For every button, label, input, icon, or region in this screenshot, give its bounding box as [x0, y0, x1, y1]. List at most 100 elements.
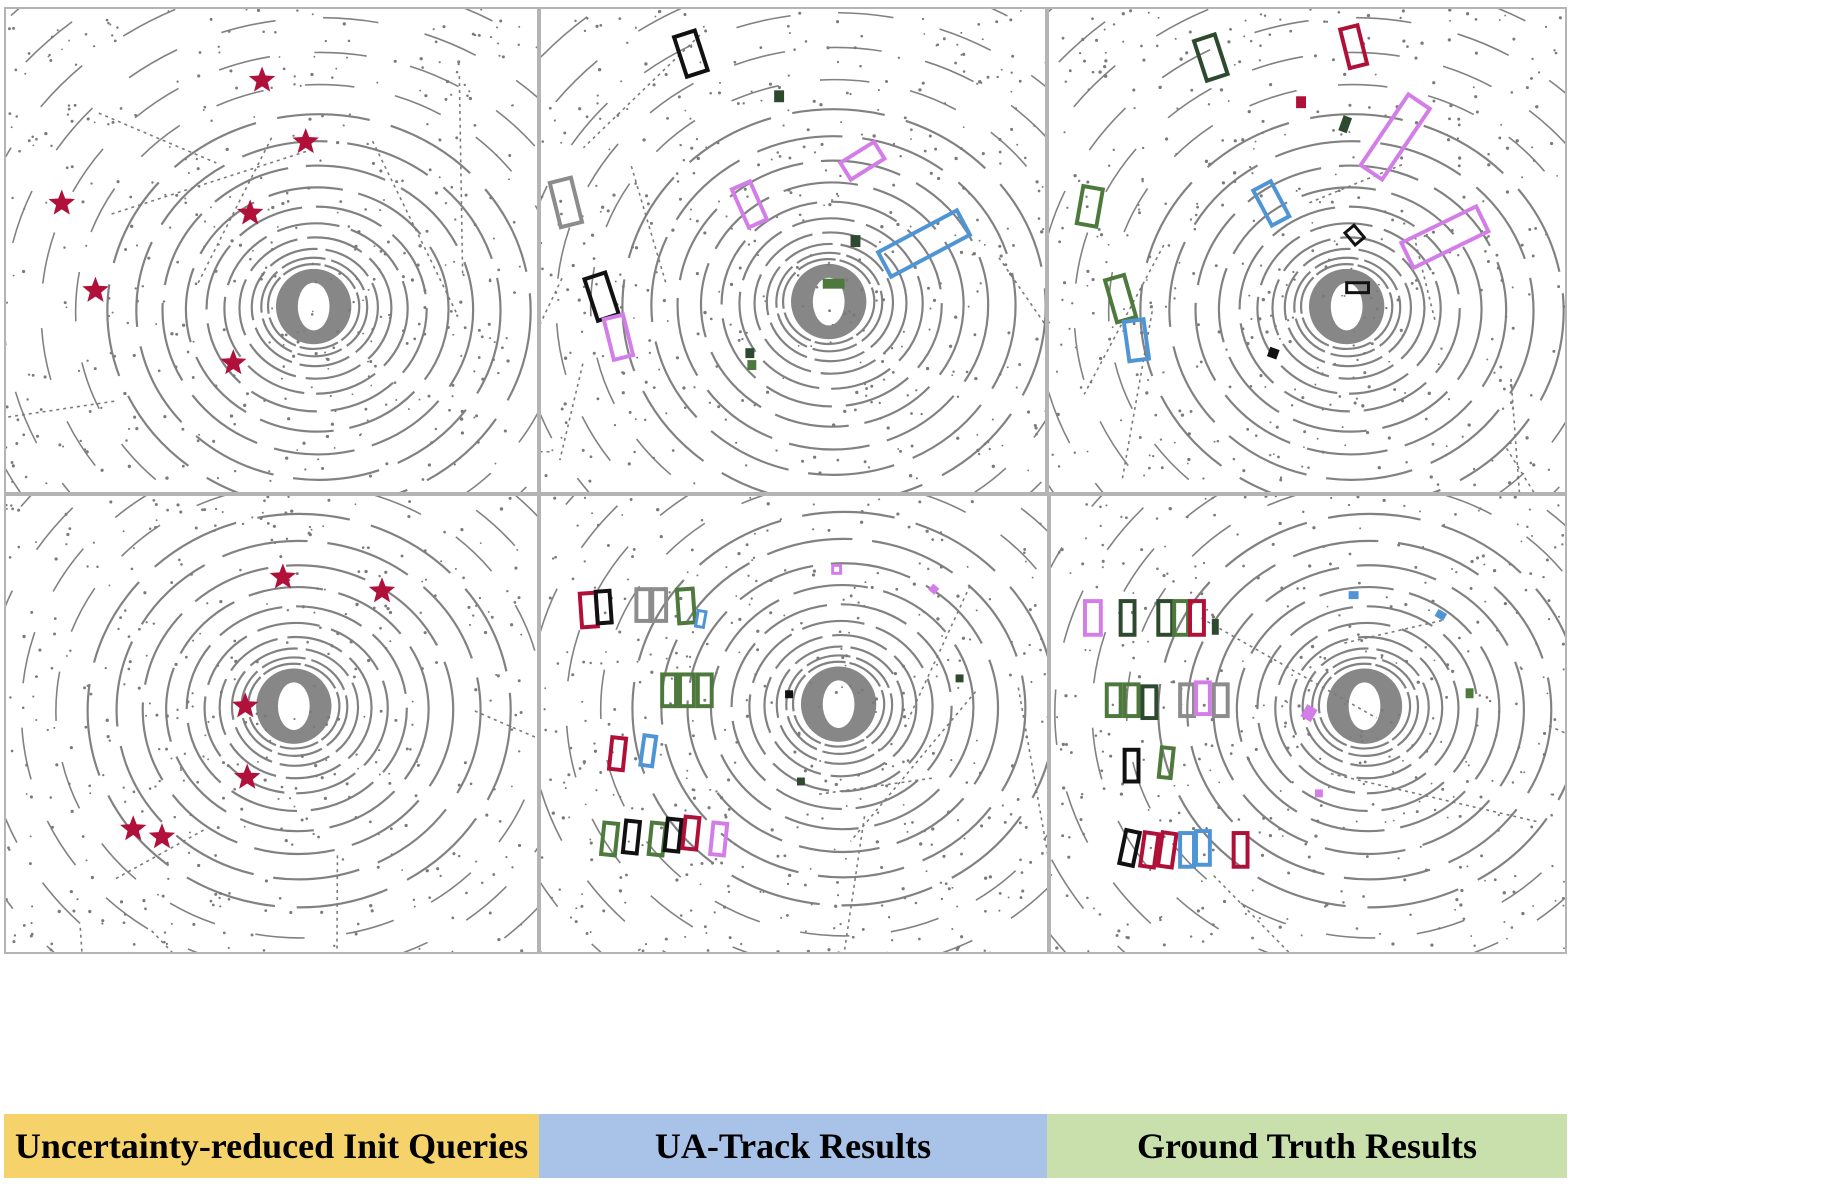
gt-box-darkgreen: [1140, 684, 1159, 721]
init-query-stars: [120, 563, 396, 849]
init-query-star: [120, 815, 147, 841]
gt-box-black: [1342, 223, 1367, 248]
track-box-violet: [601, 312, 636, 363]
init-query-star: [232, 692, 259, 718]
track-box-green: [822, 278, 845, 289]
init-query-star: [368, 577, 396, 603]
gt-box-crimson: [1155, 830, 1179, 870]
track-box-green: [747, 360, 757, 371]
point-cloud-view: [1049, 9, 1565, 492]
init-query-star: [248, 66, 276, 92]
gt-box-violet: [1082, 599, 1103, 637]
gt-box-crimson: [1137, 830, 1161, 870]
init-queries-panel-row2: [4, 494, 539, 954]
track-box-violet: [837, 139, 888, 183]
point-cloud: [541, 9, 1045, 492]
track-box-gray: [634, 587, 653, 623]
track-box-darkgreen: [774, 90, 785, 103]
gt-box-green: [1172, 599, 1191, 637]
init-query-stars: [48, 66, 319, 375]
gt-box-violet: [1193, 680, 1212, 717]
gt-box-violet: [1300, 704, 1318, 723]
init-query-star: [82, 276, 109, 302]
gt-box-violet: [1357, 91, 1433, 183]
gt-box-green: [1104, 682, 1123, 719]
track-box-crimson: [606, 735, 629, 773]
tracked-boxes: [547, 27, 973, 371]
init-query-star: [236, 199, 264, 225]
ground-truth-panel-row2: [1049, 494, 1567, 954]
track-box-black: [785, 690, 794, 699]
track-box-black: [593, 588, 614, 626]
track-box-violet: [707, 820, 730, 858]
gt-box-darkgreen: [1156, 599, 1175, 637]
track-box-blue: [875, 207, 973, 280]
caption-ground-truth: Ground Truth Results: [1047, 1114, 1567, 1178]
init-query-star: [148, 823, 176, 849]
ground-truth-panel-row1: [1047, 7, 1567, 494]
track-box-green: [678, 672, 696, 709]
gt-box-darkgreen: [1338, 115, 1353, 134]
track-box-crimson: [680, 814, 702, 852]
init-query-star: [234, 763, 261, 789]
gt-box-black: [1116, 827, 1143, 869]
init-queries-panel-row1: [4, 7, 539, 494]
init-query-star: [269, 563, 297, 589]
gt-box-green: [1074, 183, 1106, 229]
gt-box-black: [1122, 747, 1141, 784]
track-box-green: [660, 672, 679, 709]
gt-box-violet: [1314, 789, 1323, 798]
track-box-black: [662, 816, 684, 854]
gt-box-green: [1122, 682, 1141, 719]
gt-box-blue: [1121, 316, 1152, 364]
init-query-star: [220, 349, 247, 375]
gt-box-blue: [1193, 829, 1212, 867]
point-cloud: [6, 496, 537, 952]
point-cloud: [1049, 9, 1565, 492]
track-box-black: [581, 269, 622, 324]
ua-track-panel-row1: [539, 7, 1047, 494]
gt-box-black: [1266, 346, 1280, 360]
point-cloud-view: [541, 9, 1045, 492]
caption-ua-track: UA-Track Results: [539, 1114, 1047, 1178]
caption-init-queries: Uncertainty-reduced Init Queries: [4, 1114, 539, 1178]
gt-box-blue: [1250, 178, 1293, 229]
point-cloud-view: [1051, 496, 1565, 952]
gt-box-green: [1156, 745, 1176, 781]
tracked-boxes: [577, 563, 964, 858]
track-box-violet: [729, 178, 770, 231]
track-box-green: [598, 820, 621, 858]
track-box-blue: [638, 732, 659, 769]
gt-box-darkgreen: [1118, 599, 1137, 637]
track-box-green: [674, 586, 698, 626]
ua-track-panel-row2: [539, 494, 1049, 954]
track-box-black: [671, 27, 711, 80]
track-box-green: [695, 672, 714, 709]
point-cloud: [1051, 496, 1565, 952]
track-box-gray: [650, 587, 669, 623]
gt-box-violet: [1398, 203, 1492, 271]
init-query-star: [48, 189, 75, 215]
gt-box-black: [1345, 281, 1370, 295]
point-cloud: [541, 496, 1047, 952]
init-query-star: [292, 128, 319, 154]
gt-box-crimson: [1296, 96, 1307, 109]
gt-box-crimson: [1188, 599, 1206, 637]
gt-box-crimson: [1231, 831, 1250, 869]
gt-box-green: [1102, 272, 1139, 325]
point-cloud-view: [6, 496, 537, 952]
point-cloud-view: [6, 9, 537, 492]
ground-truth-boxes: [1074, 22, 1492, 364]
track-box-blue: [693, 608, 708, 630]
gt-box-green: [1465, 688, 1474, 699]
track-box-darkgreen: [745, 348, 755, 359]
gt-box-crimson: [1337, 22, 1370, 71]
track-box-violet: [928, 583, 940, 595]
track-box-violet: [831, 563, 843, 575]
ground-truth-boxes: [1082, 591, 1474, 870]
gt-box-darkgreen: [1211, 618, 1219, 635]
track-box-black: [620, 818, 643, 856]
track-box-gray: [547, 175, 585, 230]
track-box-darkgreen: [850, 235, 861, 248]
gt-box-blue: [1348, 591, 1359, 600]
